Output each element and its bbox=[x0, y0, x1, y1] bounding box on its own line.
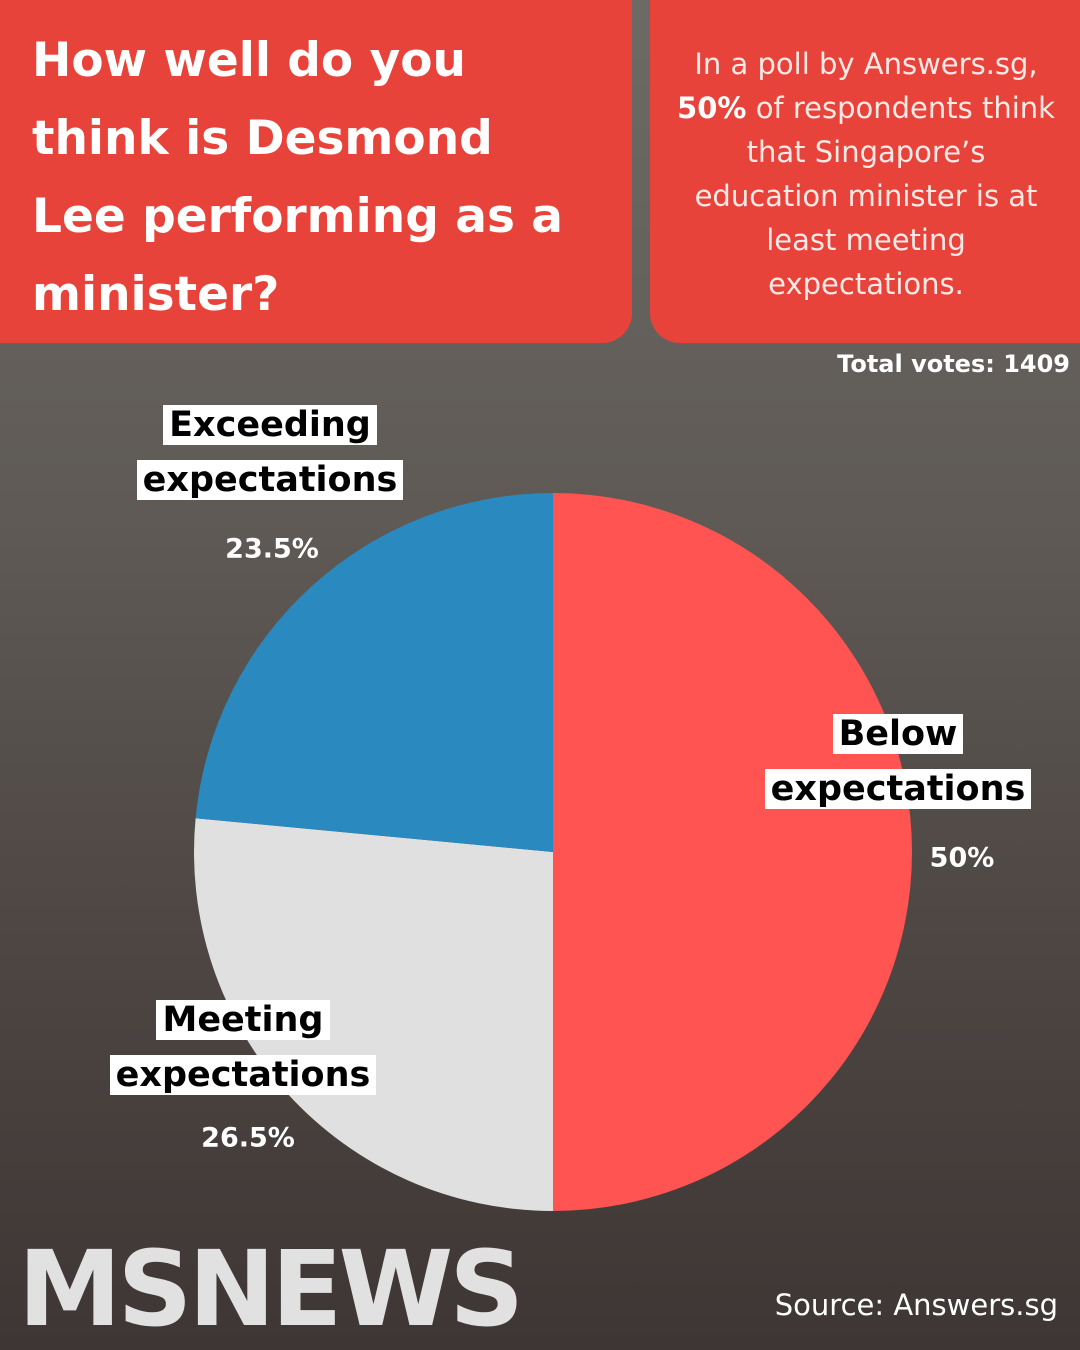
subtitle-highlight: 50% bbox=[677, 91, 747, 125]
subtitle-part: In a poll by Answers.sg, bbox=[694, 47, 1038, 81]
value-label-text: 23.5% bbox=[225, 533, 319, 565]
slice-label: Exceeding expectations bbox=[135, 398, 405, 508]
pie-slice bbox=[553, 493, 912, 1211]
value-label: 23.5% bbox=[225, 534, 319, 565]
slice-label-text: Below expectations bbox=[764, 714, 1032, 809]
total-votes: Total votes: 1409 bbox=[837, 350, 1070, 378]
value-label: 50% bbox=[930, 843, 995, 874]
slice-label-text: Meeting expectations bbox=[109, 1000, 377, 1095]
slice-label-text: Exceeding expectations bbox=[136, 405, 404, 500]
source: Source: Answers.sg bbox=[774, 1288, 1058, 1322]
slice-label: Below expectations bbox=[763, 707, 1033, 817]
pie-slice bbox=[193, 818, 553, 1211]
pie-slice bbox=[195, 493, 553, 852]
slice-label: Meeting expectations bbox=[108, 993, 378, 1103]
chart-subtitle: In a poll by Answers.sg, 50% of responde… bbox=[672, 42, 1060, 306]
chart-title: How well do you think is Desmond Lee per… bbox=[32, 33, 563, 322]
subtitle-panel bbox=[650, 0, 1080, 343]
subtitle-part: of respondents think that Singapore’s ed… bbox=[694, 91, 1055, 301]
title-panel bbox=[0, 0, 632, 343]
logo: MSNEWS bbox=[18, 1228, 524, 1350]
value-label-text: 26.5% bbox=[201, 1122, 295, 1154]
value-label: 26.5% bbox=[201, 1123, 295, 1154]
value-label-text: 50% bbox=[929, 842, 995, 874]
